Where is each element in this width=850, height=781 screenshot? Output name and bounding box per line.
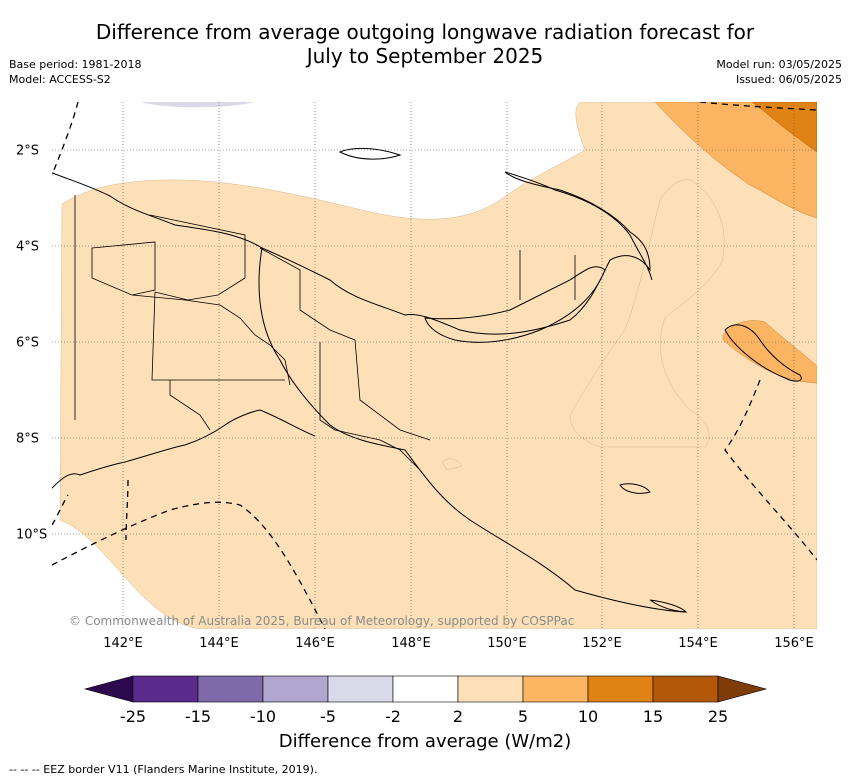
new-guinea-coast [52,171,686,613]
colorbar-segment [522,675,589,703]
bougainville-coast [724,324,802,382]
colorbar-extend-low [83,675,134,703]
colorbar-segment [392,675,459,703]
lat-label-6s: 6°S [16,335,40,351]
graticule [52,102,817,629]
lon-label-146e: 146°E [295,636,335,651]
colorbar-tick-label: -2 [385,707,401,726]
lon-label-142e: 142°E [103,636,143,651]
model-name: Model: ACCESS-S2 [9,73,111,86]
new-britain-coast [424,266,606,343]
model-run: Model run: 03/05/2025 [716,58,842,71]
colorbar-tick-label: -15 [184,707,212,726]
anomaly-5-to-10-patch [722,320,817,384]
colorbar-segment [457,675,524,703]
colorbar-segments [83,675,768,703]
coastlines [52,147,802,613]
meta-right: Model run: 03/05/2025 Issued: 06/05/2025 [716,57,842,87]
eez-borders [52,102,817,629]
colorbar-tick-label: -5 [320,707,336,726]
anomaly-2-to-5-region [59,102,817,629]
colorbar-tick-label: -25 [119,707,147,726]
colorbar-tick-label: 5 [517,707,529,726]
lon-label-156e: 156°E [774,636,814,651]
lat-label-10s: 10°S [16,527,48,543]
province-borders [74,195,576,471]
manus-island [338,147,402,160]
eez-legend-note: -- -- -- EEZ border V11 (Flanders Marine… [9,763,318,776]
colorbar-segment [652,675,719,703]
lat-label-4s: 4°S [16,239,40,255]
colorbar-tick-label: 15 [642,707,664,726]
base-period: Base period: 1981-2018 [9,58,142,71]
colorbar-segment [587,675,654,703]
meta-left: Base period: 1981-2018 Model: ACCESS-S2 [9,57,141,87]
title-line-2: July to September 2025 [306,44,544,68]
colorbar-tick-label: 10 [577,707,599,726]
anomaly-10-to-15-region [751,102,817,153]
louisiade-islands [619,483,688,613]
anomaly-negative-patch [140,102,255,108]
colorbar-tick-label: 25 [707,707,729,726]
lon-label-152e: 152°E [582,636,622,651]
lon-label-150e: 150°E [487,636,527,651]
lon-label-144e: 144°E [199,636,239,651]
lon-label-154e: 154°E [678,636,718,651]
lat-label-2s: 2°S [16,143,40,159]
colorbar-segment [327,675,394,703]
colorbar-tick-label: -10 [249,707,277,726]
issued-date: Issued: 06/05/2025 [735,73,842,86]
colorbar-tick-label: 2 [452,707,464,726]
colorbar-segment [197,675,264,703]
colorbar-segment [132,675,199,703]
title-line-1: Difference from average outgoing longwav… [95,20,755,44]
map-title: Difference from average outgoing longwav… [0,20,850,68]
copyright-notice: © Commonwealth of Australia 2025, Bureau… [69,614,575,628]
lon-label-148e: 148°E [391,636,431,651]
lat-label-8s: 8°S [16,431,40,447]
new-ireland-coast [504,171,653,281]
colorbar-label: Difference from average (W/m2) [278,731,572,752]
anomaly-5-to-10-region [654,102,817,219]
colorbar-extend-high [717,675,768,703]
colorbar-segment [262,675,329,703]
